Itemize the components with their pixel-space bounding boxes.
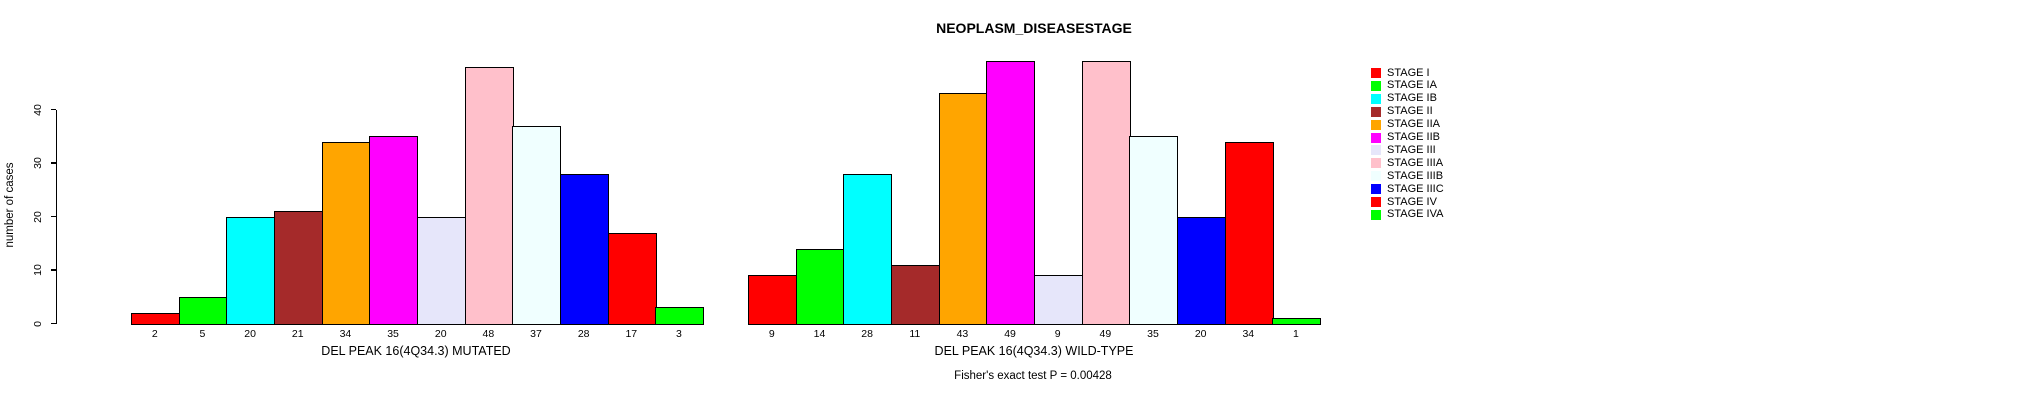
bar-stage-iii [416, 216, 466, 325]
legend-swatch-stage-iib [1371, 132, 1381, 143]
legend-swatch-stage-iiib [1371, 171, 1381, 182]
panel-wildtype-xlabel: DEL PEAK 16(4Q34.3) WILD-TYPE [934, 344, 1134, 358]
y-axis-tick-label: 0 [32, 320, 44, 327]
bar-value-label: 9 [1054, 328, 1061, 340]
legend-swatch-stage-iii [1371, 145, 1381, 156]
bar-stage-iva [1272, 318, 1322, 325]
legend-swatch-stage-iiic [1371, 184, 1381, 195]
y-axis-tick-label: 20 [32, 210, 44, 223]
bar-value-label: 1 [1293, 328, 1299, 340]
bar-stage-iv [607, 232, 657, 325]
bar-value-label: 17 [625, 328, 638, 340]
legend-label-stage-iiib: STAGE IIIB [1387, 169, 1444, 182]
bar-value-label: 3 [676, 328, 682, 340]
bar-stage-iiic [1176, 216, 1226, 325]
y-axis-line [55, 109, 57, 324]
bar-value-label: 34 [1242, 328, 1255, 340]
bar-stage-ia [178, 296, 228, 325]
bar-value-label: 11 [909, 328, 921, 340]
y-axis-tick [51, 322, 56, 325]
legend-label-stage-ia: STAGE IA [1387, 79, 1437, 92]
legend-label-stage-iii: STAGE III [1387, 143, 1436, 156]
bar-value-label: 49 [1004, 328, 1016, 340]
legend-swatch-stage-i [1371, 68, 1381, 78]
y-axis-tick-label: 30 [32, 157, 44, 169]
bar-stage-iiib [1129, 136, 1179, 325]
legend-swatch-stage-iia [1371, 119, 1381, 130]
legend-swatch-stage-ii [1371, 106, 1381, 117]
bar-stage-iiia [1081, 61, 1131, 325]
legend-label-stage-iia: STAGE IIA [1387, 118, 1440, 131]
bar-stage-ib [226, 216, 276, 325]
bar-stage-iia [321, 141, 371, 325]
bar-stage-iib [369, 136, 419, 325]
legend-label-stage-ii: STAGE II [1387, 105, 1433, 118]
bar-value-label: 35 [1147, 328, 1159, 340]
legend-label-stage-ib: STAGE IB [1387, 92, 1437, 105]
bar-stage-ia [795, 248, 845, 325]
y-axis-tick [51, 162, 56, 164]
y-axis-tick [51, 269, 56, 271]
legend-swatch-stage-ia [1371, 80, 1381, 91]
bar-stage-iv [1224, 141, 1274, 325]
bar-value-label: 20 [434, 328, 447, 340]
legend-swatch-stage-iva [1371, 209, 1381, 220]
legend-label-stage-iv: STAGE IV [1387, 195, 1437, 208]
legend-swatch-stage-ib [1371, 93, 1381, 104]
bar-value-label: 9 [768, 328, 775, 340]
bar-stage-iiia [464, 66, 514, 325]
y-axis-tick-label: 10 [32, 264, 44, 276]
bar-stage-iiib [512, 125, 562, 325]
legend-label-stage-iiic: STAGE IIIC [1387, 182, 1444, 195]
y-axis-tick [51, 108, 56, 111]
legend-label-stage-iva: STAGE IVA [1387, 208, 1444, 221]
fisher-test-annotation: Fisher's exact test P = 0.00428 [954, 370, 1112, 382]
panel-mutated-xlabel: DEL PEAK 16(4Q34.3) MUTATED [321, 344, 511, 358]
legend-label-stage-i: STAGE I [1387, 66, 1430, 79]
bar-value-label: 37 [530, 328, 542, 340]
bar-value-label: 43 [956, 328, 969, 340]
bar-value-label: 20 [244, 328, 256, 340]
bar-value-label: 49 [1099, 328, 1112, 340]
bar-value-label: 20 [1194, 328, 1207, 340]
bar-stage-iia [938, 93, 988, 325]
legend-swatch-stage-iiia [1371, 158, 1381, 169]
bar-stage-iib [986, 61, 1036, 325]
bar-stage-iiic [559, 173, 609, 325]
bar-stage-ib [843, 173, 893, 325]
bar-value-label: 5 [199, 328, 206, 340]
bar-stage-i [748, 275, 798, 325]
y-axis-label: number of cases [4, 162, 16, 248]
bar-value-label: 48 [482, 328, 495, 340]
bar-stage-iii [1033, 275, 1083, 325]
legend-label-stage-iiia: STAGE IIIA [1387, 156, 1444, 169]
bar-stage-ii [890, 264, 940, 325]
bar-value-label: 14 [813, 328, 826, 340]
bar-value-label: 21 [291, 328, 304, 340]
chart-title: NEOPLASM_DISEASESTAGE [936, 20, 1132, 36]
bar-value-label: 34 [339, 328, 352, 340]
bar-value-label: 28 [577, 328, 590, 340]
legend-swatch-stage-iv [1371, 197, 1381, 207]
bar-stage-iva [655, 307, 705, 325]
bar-stage-ii [273, 211, 323, 325]
y-axis-tick [51, 215, 56, 218]
y-axis-tick-label: 40 [32, 103, 44, 116]
legend-label-stage-iib: STAGE IIB [1387, 131, 1440, 143]
bar-value-label: 35 [387, 328, 399, 340]
bar-stage-i [131, 312, 181, 325]
bar-value-label: 28 [861, 328, 873, 340]
bar-value-label: 2 [151, 328, 158, 340]
